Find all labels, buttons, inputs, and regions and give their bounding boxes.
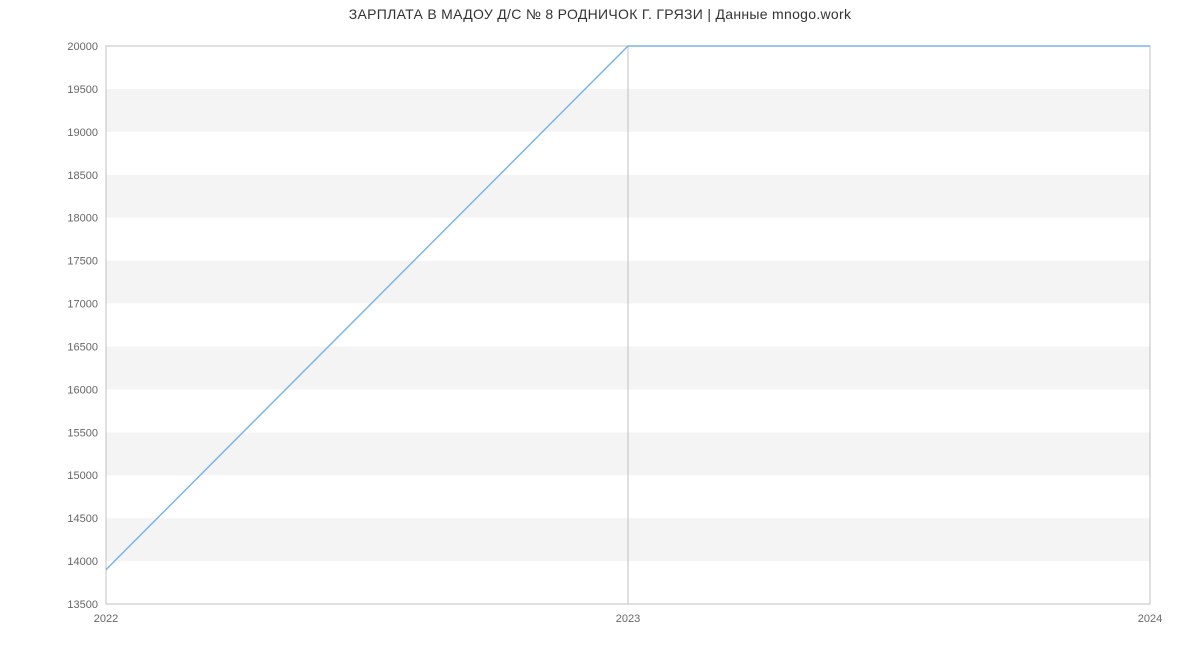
y-tick-label: 20000 bbox=[67, 41, 98, 53]
y-tick-label: 17500 bbox=[67, 256, 98, 268]
y-tick-label: 19000 bbox=[67, 127, 98, 139]
x-tick-label: 2024 bbox=[1138, 613, 1162, 625]
y-tick-label: 15500 bbox=[67, 427, 98, 439]
y-tick-label: 13500 bbox=[67, 599, 98, 611]
y-tick-label: 15000 bbox=[67, 470, 98, 482]
y-tick-label: 19500 bbox=[67, 84, 98, 96]
y-tick-label: 18000 bbox=[67, 213, 98, 225]
chart-svg: 13500 14000 14500 15000 15500 16000 16500 17000… bbox=[0, 0, 1200, 650]
chart-title: ЗАРПЛАТА В МАДОУ Д/С № 8 РОДНИЧОК Г. ГРЯ… bbox=[0, 6, 1200, 22]
x-tick-label: 2022 bbox=[94, 613, 118, 625]
x-tick-label: 2023 bbox=[616, 613, 640, 625]
y-tick-label: 16500 bbox=[67, 341, 98, 353]
y-tick-label: 17000 bbox=[67, 299, 98, 311]
salary-chart: ЗАРПЛАТА В МАДОУ Д/С № 8 РОДНИЧОК Г. ГРЯ… bbox=[0, 0, 1200, 650]
y-tick-label: 14000 bbox=[67, 556, 98, 568]
y-tick-label: 16000 bbox=[67, 384, 98, 396]
y-tick-label: 14500 bbox=[67, 513, 98, 525]
y-tick-label: 18500 bbox=[67, 170, 98, 182]
